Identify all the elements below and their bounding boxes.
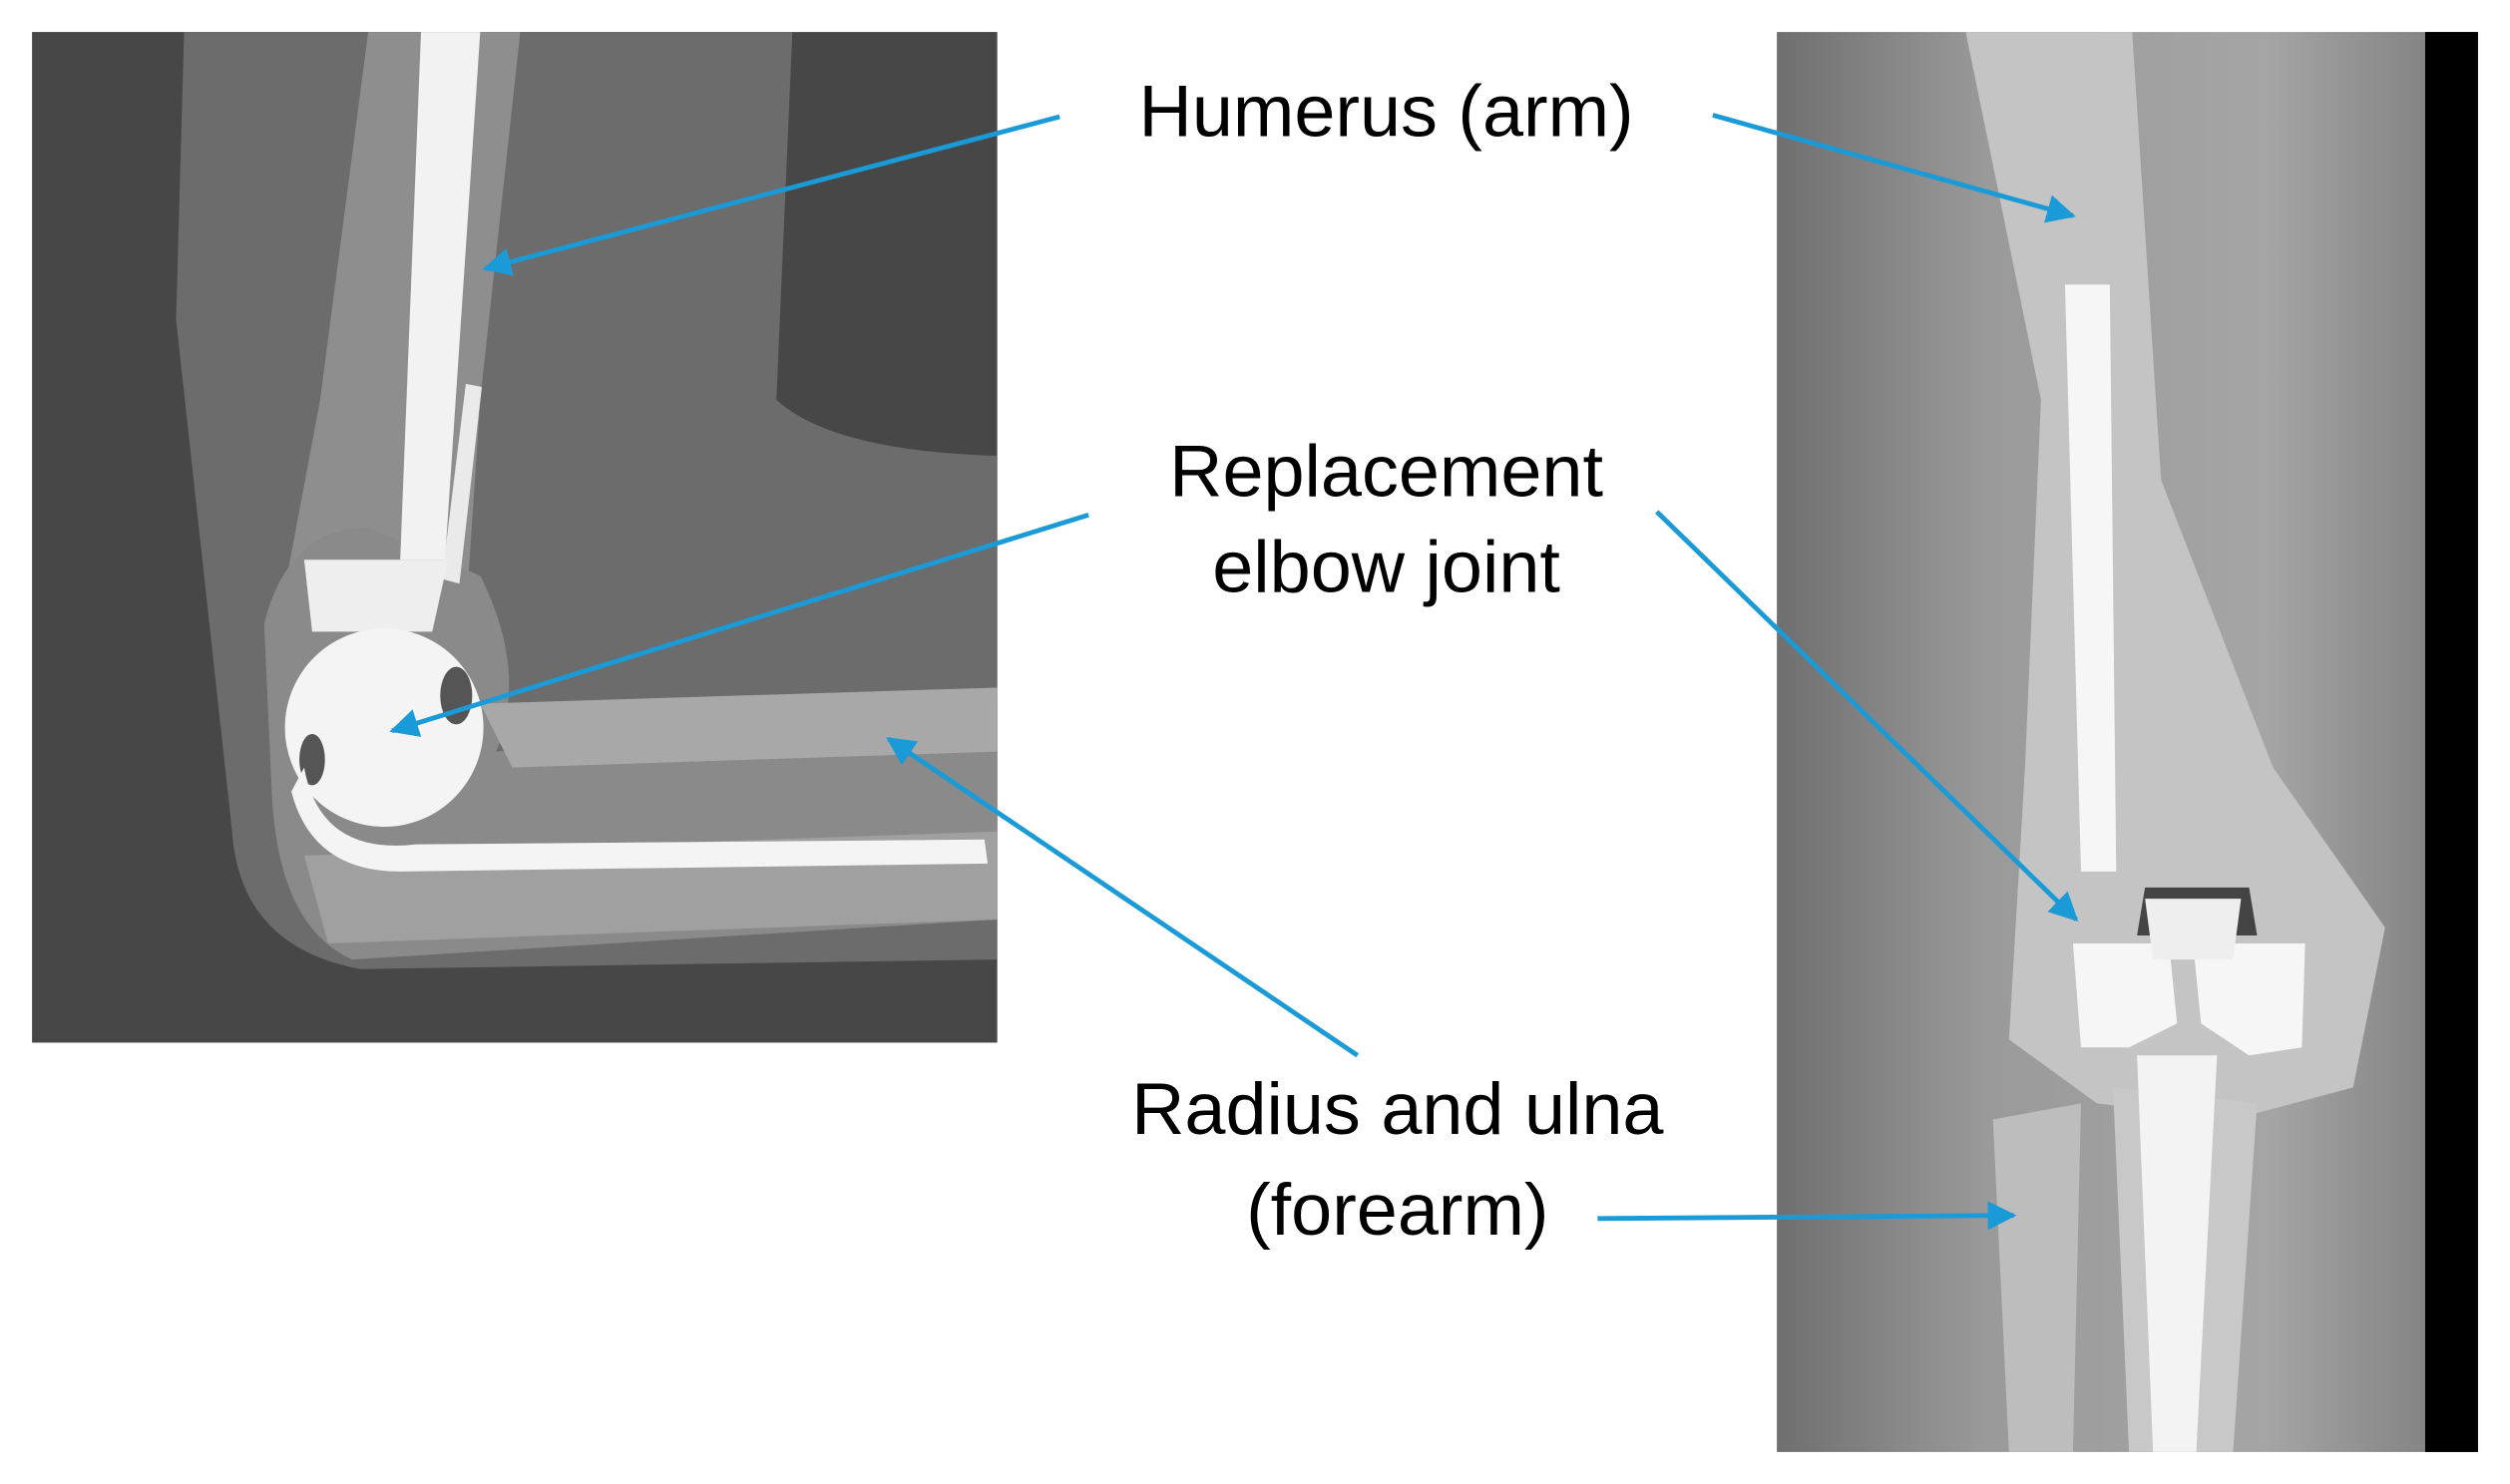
label-replacement: elbow joint xyxy=(1212,526,1560,608)
arrow xyxy=(389,513,1089,737)
xray-lateral xyxy=(32,32,998,1043)
arrow xyxy=(886,736,1360,1058)
arrow xyxy=(1712,113,2076,223)
label-radius-ulna: Radius and ulna xyxy=(1131,1067,1664,1150)
label-humerus: Humerus (arm) xyxy=(1139,70,1634,153)
xray-ap xyxy=(1777,32,2478,1452)
label-radius-ulna: (forearm) xyxy=(1246,1168,1548,1251)
arrow xyxy=(1597,1201,2017,1231)
arrow xyxy=(1655,510,2079,922)
label-replacement: Replacement xyxy=(1169,429,1603,512)
arrow xyxy=(482,114,1060,276)
